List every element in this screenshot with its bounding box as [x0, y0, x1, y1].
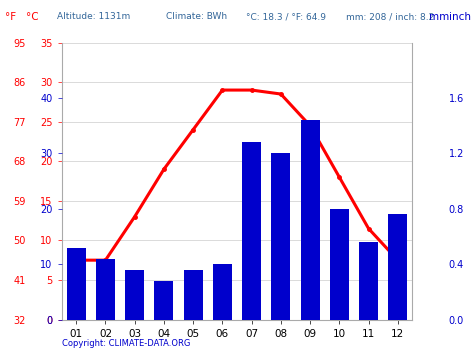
Bar [330, 209, 349, 320]
Bar [242, 142, 261, 320]
Bar [183, 270, 203, 320]
Bar [96, 258, 115, 320]
Text: Altitude: 1131m: Altitude: 1131m [57, 12, 130, 21]
Bar [67, 247, 86, 320]
Bar [388, 214, 407, 320]
Text: °C: 18.3 / °F: 64.9: °C: 18.3 / °F: 64.9 [246, 12, 327, 21]
Bar [271, 153, 291, 320]
Bar [301, 120, 319, 320]
Bar [213, 264, 232, 320]
Bar [359, 242, 378, 320]
Bar [125, 270, 144, 320]
Text: Copyright: CLIMATE-DATA.ORG: Copyright: CLIMATE-DATA.ORG [62, 339, 190, 348]
Text: °F: °F [5, 12, 16, 22]
Text: inch: inch [449, 12, 471, 22]
Text: °C: °C [26, 12, 39, 22]
Text: Climate: BWh: Climate: BWh [166, 12, 227, 21]
Text: mm: mm [429, 12, 449, 22]
Text: mm: 208 / inch: 8.2: mm: 208 / inch: 8.2 [346, 12, 434, 21]
Bar [155, 281, 173, 320]
